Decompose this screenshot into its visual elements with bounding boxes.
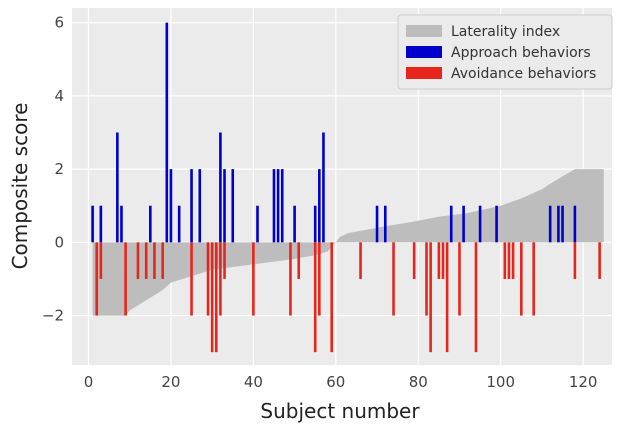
avoidance-bar xyxy=(445,242,449,353)
approach-bar xyxy=(120,205,123,243)
avoidance-bar xyxy=(520,242,523,316)
avoidance-bar xyxy=(330,242,333,353)
bars-layer xyxy=(91,22,601,353)
avoidance-bar xyxy=(161,242,164,279)
x-axis-label: Subject number xyxy=(260,399,420,423)
avoidance-bar xyxy=(124,242,127,316)
approach-bar xyxy=(449,205,453,243)
approach-bar xyxy=(198,169,202,243)
avoidance-bar xyxy=(573,242,577,279)
avoidance-bar xyxy=(190,242,193,316)
approach-bar xyxy=(573,205,577,243)
approach-bar xyxy=(177,205,181,243)
approach-bar xyxy=(375,205,379,243)
laterality-area xyxy=(92,169,604,316)
laterality-area-layer xyxy=(92,169,604,316)
avoidance-bar xyxy=(392,242,395,316)
x-tick-label: 20 xyxy=(161,373,180,391)
avoidance-bar xyxy=(223,242,226,279)
approach-bar xyxy=(495,205,498,243)
approach-bar xyxy=(149,205,152,243)
approach-bar xyxy=(165,22,169,243)
x-tick-label: 80 xyxy=(409,373,428,391)
x-tick-label: 120 xyxy=(569,373,598,391)
avoidance-bar xyxy=(214,242,218,353)
avoidance-bar xyxy=(359,242,362,279)
legend-swatch-approach xyxy=(406,46,442,58)
avoidance-bar xyxy=(412,242,416,279)
approach-bar xyxy=(478,205,482,243)
legend-label-avoidance: Avoidance behaviors xyxy=(451,66,596,82)
approach-bar xyxy=(272,169,276,243)
avoidance-bar xyxy=(297,242,301,279)
approach-bar xyxy=(116,132,119,243)
approach-bar xyxy=(322,132,325,243)
avoidance-bar xyxy=(429,242,432,353)
legend-box xyxy=(397,14,613,90)
avoidance-bar xyxy=(318,242,321,316)
avoidance-bar xyxy=(474,242,478,353)
avoidance-bar xyxy=(153,242,156,279)
approach-bar xyxy=(548,205,552,243)
avoidance-bar xyxy=(210,242,214,353)
avoidance-bar xyxy=(289,242,292,316)
legend-label-approach: Approach behaviors xyxy=(451,45,591,61)
avoidance-bar xyxy=(136,242,140,279)
legend-label-laterality: Laterality index xyxy=(451,24,560,40)
approach-bar xyxy=(223,169,226,243)
avoidance-bar xyxy=(252,242,255,316)
x-tick-labels: 0 20 40 60 80 100 120 xyxy=(84,373,598,391)
avoidance-bar xyxy=(532,242,535,316)
avoidance-bar xyxy=(144,242,148,279)
approach-bar xyxy=(561,205,564,243)
avoidance-bar xyxy=(458,242,461,316)
y-tick-label: 0 xyxy=(54,233,64,251)
approach-bar xyxy=(190,169,193,243)
avoidance-bar xyxy=(441,242,445,279)
approach-bar xyxy=(313,205,317,243)
approach-bar xyxy=(293,205,296,243)
approach-bar xyxy=(383,205,387,243)
avoidance-bar xyxy=(425,242,428,316)
approach-bar xyxy=(169,169,173,243)
avoidance-bar xyxy=(598,242,601,279)
approach-bar xyxy=(219,132,222,243)
approach-bar xyxy=(318,169,321,243)
x-tick-label: 0 xyxy=(84,373,94,391)
avoidance-bar xyxy=(206,242,210,316)
approach-bar xyxy=(280,169,284,243)
avoidance-bar xyxy=(507,242,511,279)
approach-bar xyxy=(231,169,235,243)
y-tick-label: 2 xyxy=(54,160,64,178)
legend-swatch-laterality xyxy=(406,25,442,37)
approach-bar xyxy=(557,205,560,243)
legend: Laterality index Approach behaviors Avoi… xyxy=(397,14,613,90)
x-tick-label: 40 xyxy=(244,373,263,391)
x-tick-label: 100 xyxy=(486,373,515,391)
y-tick-labels: −2 0 2 4 6 xyxy=(42,14,64,325)
avoidance-bar xyxy=(313,242,317,353)
approach-bar xyxy=(91,205,94,243)
y-tick-label: 4 xyxy=(54,87,64,105)
avoidance-bar xyxy=(99,242,103,279)
y-tick-label: −2 xyxy=(42,307,64,325)
avoidance-bar xyxy=(511,242,515,279)
approach-bar xyxy=(256,205,259,243)
y-axis-label: Composite score xyxy=(8,103,32,270)
approach-bar xyxy=(99,205,103,243)
x-tick-label: 60 xyxy=(326,373,345,391)
approach-bar xyxy=(276,169,280,243)
approach-bar xyxy=(462,205,465,243)
avoidance-bar xyxy=(95,242,99,316)
y-tick-label: 6 xyxy=(54,14,64,32)
avoidance-bar xyxy=(437,242,441,279)
legend-swatch-avoidance xyxy=(406,67,442,79)
avoidance-bar xyxy=(219,242,222,316)
avoidance-bar xyxy=(503,242,507,279)
